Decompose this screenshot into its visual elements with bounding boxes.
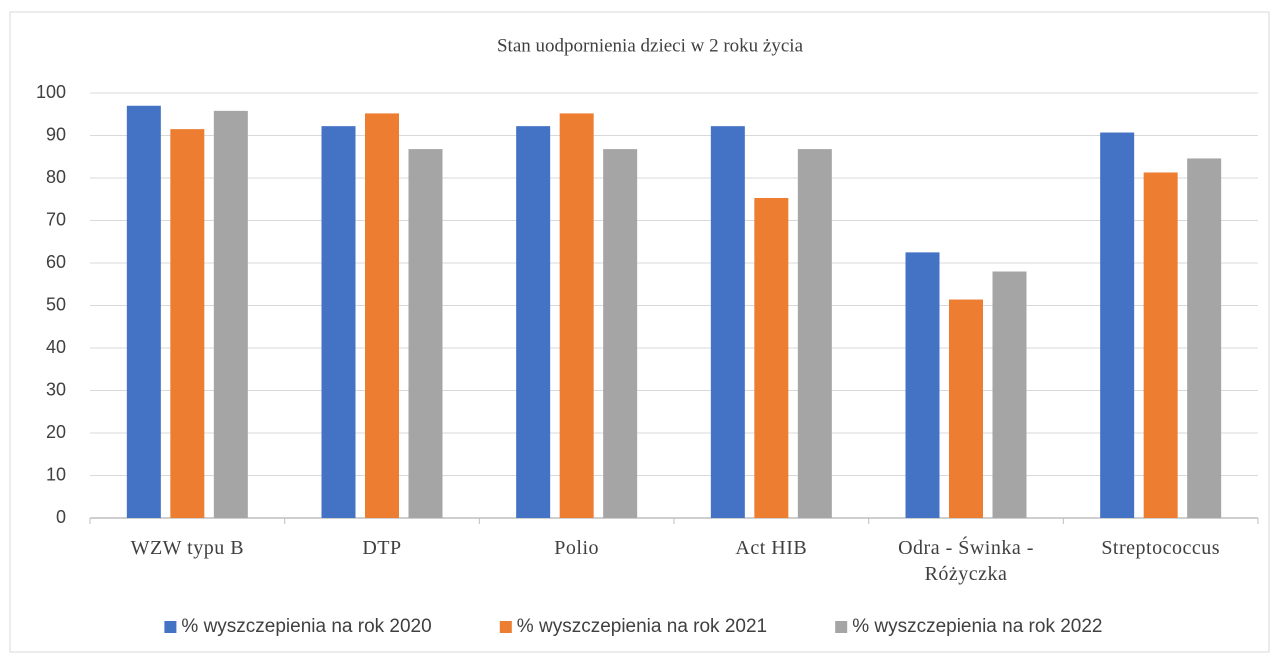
bar <box>905 252 940 518</box>
legend-swatch <box>835 621 848 633</box>
y-tick-label: 80 <box>46 167 66 187</box>
y-tick-label: 20 <box>46 422 66 442</box>
bar <box>126 105 161 518</box>
bar <box>992 271 1027 518</box>
legend-swatch <box>164 621 177 633</box>
chart-border <box>9 11 1270 653</box>
x-tick-label: Odra - Świnka - Różyczka <box>898 537 1034 585</box>
x-tick-label: Polio <box>554 537 600 559</box>
bar <box>559 113 594 519</box>
bar <box>1187 158 1222 518</box>
bar <box>408 149 443 518</box>
bar <box>213 110 248 518</box>
bar <box>754 197 789 518</box>
y-tick-label: 100 <box>36 82 66 102</box>
legend-swatch <box>499 621 512 633</box>
x-tick-label: DTP <box>362 537 402 559</box>
x-tick-label: Act HIB <box>735 537 808 559</box>
bar <box>797 149 832 518</box>
y-tick-label: 10 <box>46 464 66 484</box>
chart-title: Stan uodpornienia dzieci w 2 roku życia <box>497 35 804 56</box>
bar <box>170 129 205 518</box>
bar <box>321 126 356 519</box>
y-tick-label: 90 <box>46 124 66 144</box>
y-tick-label: 0 <box>56 507 66 527</box>
y-tick-label: 30 <box>46 379 66 399</box>
legend-label: % wyszczepienia na rok 2020 <box>181 616 431 637</box>
x-tick-label: Streptococcus <box>1101 537 1220 559</box>
y-tick-label: 70 <box>46 209 66 229</box>
bar <box>1100 132 1135 518</box>
legend-label: % wyszczepienia na rok 2021 <box>517 616 767 637</box>
x-tick-label: WZW typu B <box>130 537 245 559</box>
bar <box>1143 172 1178 518</box>
y-tick-label: 60 <box>46 252 66 272</box>
legend-label: % wyszczepienia na rok 2022 <box>852 616 1102 637</box>
bar <box>516 126 551 519</box>
bar <box>710 126 745 519</box>
y-tick-label: 40 <box>46 337 66 357</box>
bar <box>603 149 638 518</box>
y-tick-label: 50 <box>46 294 66 314</box>
bar <box>365 113 399 519</box>
bar <box>949 299 983 518</box>
